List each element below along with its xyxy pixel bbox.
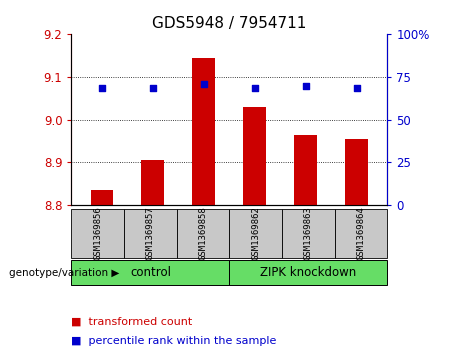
Text: GSM1369858: GSM1369858 — [199, 206, 207, 260]
Text: GSM1369864: GSM1369864 — [356, 206, 366, 260]
Text: GSM1369856: GSM1369856 — [93, 206, 102, 260]
Bar — [345, 139, 368, 205]
Bar — [294, 135, 317, 205]
Text: ZIPK knockdown: ZIPK knockdown — [260, 266, 356, 279]
Title: GDS5948 / 7954711: GDS5948 / 7954711 — [152, 16, 307, 30]
Text: GSM1369863: GSM1369863 — [304, 206, 313, 260]
Point — [251, 85, 259, 91]
Text: GSM1369862: GSM1369862 — [251, 206, 260, 260]
Bar — [142, 160, 165, 205]
Bar — [192, 58, 215, 205]
Point — [353, 85, 361, 91]
Point — [149, 85, 157, 91]
Text: control: control — [130, 266, 171, 279]
Point — [302, 83, 309, 89]
Point — [200, 81, 207, 86]
Bar — [90, 190, 113, 205]
Text: genotype/variation ▶: genotype/variation ▶ — [9, 268, 119, 278]
Point — [98, 85, 106, 91]
Text: ■  percentile rank within the sample: ■ percentile rank within the sample — [71, 336, 277, 346]
Text: ■  transformed count: ■ transformed count — [71, 316, 193, 326]
Bar — [243, 107, 266, 205]
Text: GSM1369857: GSM1369857 — [146, 206, 155, 260]
